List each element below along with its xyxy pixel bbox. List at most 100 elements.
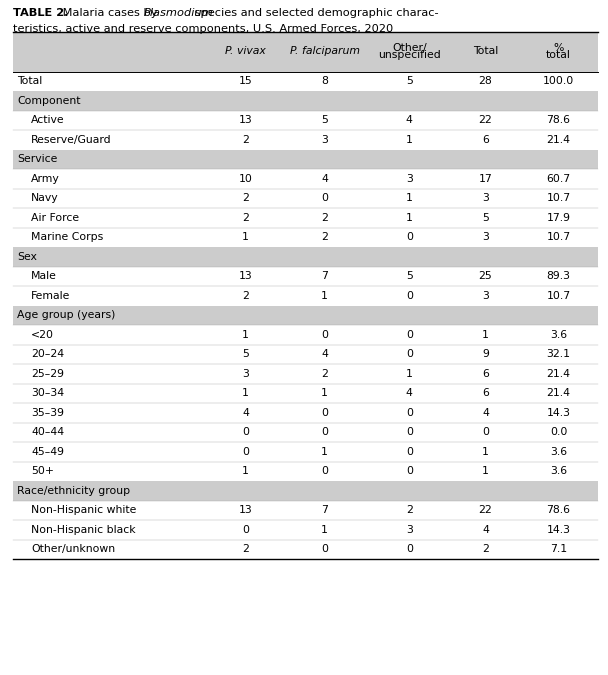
Text: 2: 2 <box>242 213 249 223</box>
Text: 1: 1 <box>321 524 328 535</box>
Bar <box>13 208 598 227</box>
Text: 21.4: 21.4 <box>547 388 570 398</box>
Text: 0: 0 <box>242 447 249 457</box>
Text: 1: 1 <box>482 466 489 477</box>
Text: 1: 1 <box>242 388 249 398</box>
Text: 4: 4 <box>321 349 328 359</box>
Text: TABLE 2.: TABLE 2. <box>13 8 69 18</box>
Text: 14.3: 14.3 <box>547 408 570 418</box>
Text: 8: 8 <box>321 76 328 86</box>
Text: 1: 1 <box>242 466 249 477</box>
Bar <box>13 344 598 364</box>
Text: 3: 3 <box>482 232 489 242</box>
Text: 0: 0 <box>321 408 328 418</box>
Text: 6: 6 <box>482 135 489 144</box>
Bar <box>13 423 598 442</box>
Text: 60.7: 60.7 <box>547 173 570 184</box>
Text: 0: 0 <box>242 524 249 535</box>
Text: P. vivax: P. vivax <box>225 47 266 57</box>
Text: 32.1: 32.1 <box>547 349 570 359</box>
Text: 0: 0 <box>406 291 413 301</box>
Text: 9: 9 <box>482 349 489 359</box>
Text: 17: 17 <box>478 173 492 184</box>
Text: 89.3: 89.3 <box>547 271 570 281</box>
Text: 1: 1 <box>242 330 249 340</box>
Bar <box>13 306 598 325</box>
Text: 3.6: 3.6 <box>550 447 567 457</box>
Text: 1: 1 <box>406 213 413 223</box>
Text: 14.3: 14.3 <box>547 524 570 535</box>
Text: total: total <box>546 50 571 60</box>
Text: Plasmodium: Plasmodium <box>144 8 214 18</box>
Text: 7: 7 <box>321 506 328 515</box>
Bar <box>13 539 598 559</box>
Bar <box>13 481 598 500</box>
Bar <box>13 32 598 72</box>
Text: 1: 1 <box>242 232 249 242</box>
Text: 17.9: 17.9 <box>547 213 570 223</box>
Text: 5: 5 <box>482 213 489 223</box>
Text: Female: Female <box>31 291 71 301</box>
Text: 13: 13 <box>239 271 252 281</box>
Text: Active: Active <box>31 115 64 126</box>
Text: 7: 7 <box>321 271 328 281</box>
Bar <box>13 188 598 208</box>
Text: Total: Total <box>473 47 498 57</box>
Text: 5: 5 <box>242 349 249 359</box>
Text: 10: 10 <box>238 173 252 184</box>
Text: 3.6: 3.6 <box>550 466 567 477</box>
Text: Sex: Sex <box>17 252 37 262</box>
Text: 0: 0 <box>482 427 489 437</box>
Text: 0: 0 <box>242 427 249 437</box>
Text: <20: <20 <box>31 330 54 340</box>
Text: 22: 22 <box>478 506 492 515</box>
Text: Other/: Other/ <box>392 43 427 53</box>
Text: 5: 5 <box>406 76 413 86</box>
Text: 35–39: 35–39 <box>31 408 64 418</box>
Text: 22: 22 <box>478 115 492 126</box>
Text: 2: 2 <box>242 544 249 554</box>
Text: 7.1: 7.1 <box>550 544 567 554</box>
Bar <box>13 403 598 423</box>
Text: 4: 4 <box>406 115 413 126</box>
Text: Malaria cases by: Malaria cases by <box>60 8 162 18</box>
Text: 40–44: 40–44 <box>31 427 64 437</box>
Bar <box>13 325 598 344</box>
Text: Army: Army <box>31 173 60 184</box>
Text: 0: 0 <box>406 466 413 477</box>
Bar <box>13 130 598 149</box>
Text: 2: 2 <box>242 135 249 144</box>
Text: 0: 0 <box>406 544 413 554</box>
Text: Air Force: Air Force <box>31 213 79 223</box>
Text: Non-Hispanic black: Non-Hispanic black <box>31 524 136 535</box>
Text: Marine Corps: Marine Corps <box>31 232 103 242</box>
Text: 3: 3 <box>321 135 328 144</box>
Text: 3: 3 <box>482 193 489 203</box>
Text: unspecified: unspecified <box>378 50 441 60</box>
Text: 2: 2 <box>482 544 489 554</box>
Text: Age group (years): Age group (years) <box>17 310 116 320</box>
Text: 1: 1 <box>406 193 413 203</box>
Text: 6: 6 <box>482 388 489 398</box>
Text: 2: 2 <box>242 291 249 301</box>
Text: 0: 0 <box>406 330 413 340</box>
Bar <box>13 91 598 111</box>
Text: 28: 28 <box>478 76 492 86</box>
Bar <box>13 520 598 539</box>
Bar <box>13 149 598 169</box>
Text: 4: 4 <box>242 408 249 418</box>
Text: 1: 1 <box>482 447 489 457</box>
Text: 13: 13 <box>239 115 252 126</box>
Text: 4: 4 <box>406 388 413 398</box>
Text: 2: 2 <box>321 213 328 223</box>
Text: 2: 2 <box>321 232 328 242</box>
Text: 0: 0 <box>321 193 328 203</box>
Text: 1: 1 <box>321 388 328 398</box>
Text: 4: 4 <box>482 408 489 418</box>
Text: 0: 0 <box>406 232 413 242</box>
Text: P. falciparum: P. falciparum <box>289 47 359 57</box>
Text: 6: 6 <box>482 369 489 379</box>
Text: 2: 2 <box>321 369 328 379</box>
Text: 78.6: 78.6 <box>547 115 570 126</box>
Text: 25–29: 25–29 <box>31 369 64 379</box>
